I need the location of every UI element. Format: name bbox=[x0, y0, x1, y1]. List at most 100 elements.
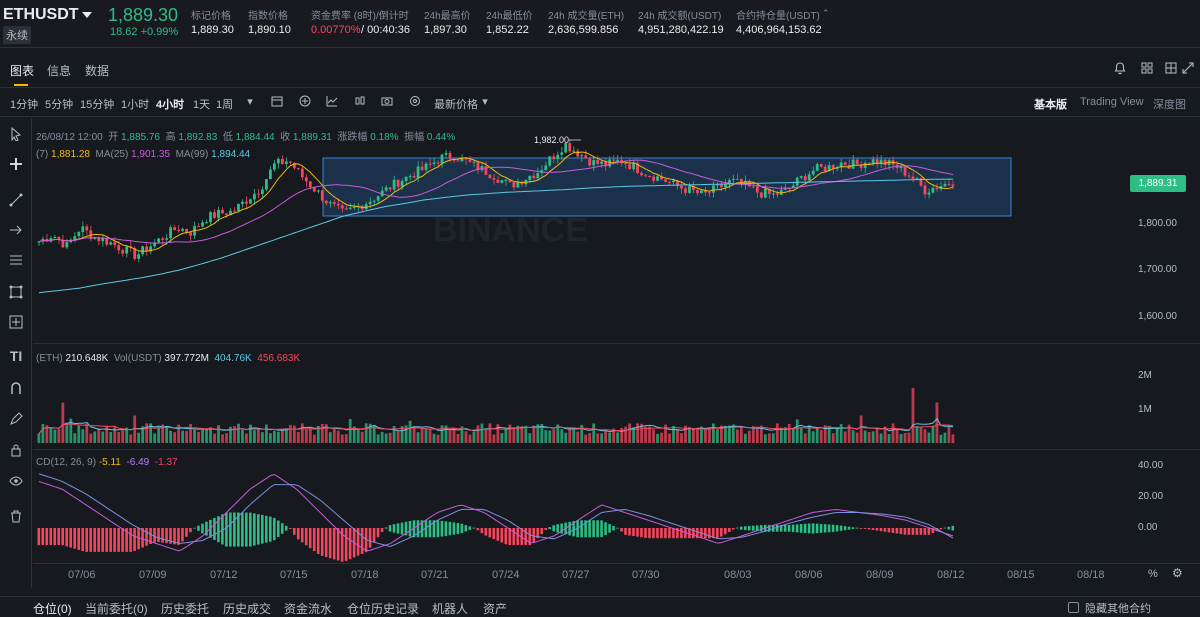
settings-gear-icon[interactable]: ⚙ bbox=[1172, 566, 1183, 580]
volume-bar bbox=[532, 425, 536, 443]
volume-bar bbox=[644, 426, 647, 443]
tab-transaction-history[interactable]: 资金流水 bbox=[284, 602, 333, 616]
candle-body bbox=[739, 178, 743, 185]
tab-data[interactable]: 数据 bbox=[85, 64, 110, 78]
price-chart[interactable]: BINANCE 1,982.00 bbox=[33, 118, 1200, 588]
candle-body bbox=[604, 161, 608, 167]
tab-trade-history[interactable]: 历史成交 bbox=[223, 602, 272, 616]
volume-bar bbox=[516, 425, 520, 443]
volume-bar bbox=[759, 425, 763, 443]
crosshair-icon[interactable] bbox=[6, 156, 26, 176]
ticker-header: ETHUSDT 永续 1,889.30 18.62 +0.99% 标记价格 1,… bbox=[0, 0, 1200, 48]
eye-icon[interactable] bbox=[6, 473, 26, 493]
view-basic[interactable]: 基本版 bbox=[1034, 99, 1067, 111]
fullscreen-icon[interactable] bbox=[1180, 61, 1196, 77]
chevron-down-icon[interactable]: ▾ bbox=[482, 96, 488, 108]
macd-histogram-bar bbox=[384, 527, 388, 529]
chevron-up-icon[interactable]: ⌃ bbox=[822, 8, 830, 18]
chevron-down-icon[interactable] bbox=[82, 12, 92, 18]
macd-histogram-bar bbox=[456, 522, 460, 535]
macd-histogram-bar bbox=[37, 528, 41, 546]
lock-icon[interactable] bbox=[6, 442, 26, 462]
candle-body bbox=[596, 160, 600, 164]
timeframe-1w[interactable]: 1周 bbox=[216, 99, 234, 111]
tab-assets[interactable]: 资产 bbox=[483, 602, 508, 616]
settings-icon[interactable] bbox=[1139, 61, 1155, 77]
chevron-down-icon[interactable]: ▾ bbox=[247, 96, 253, 108]
tab-order-history[interactable]: 历史委托 bbox=[161, 602, 210, 616]
view-depth[interactable]: 深度图 bbox=[1153, 99, 1186, 111]
price-axis-label: 1,800.00 bbox=[1138, 218, 1177, 229]
volume-bar bbox=[420, 428, 424, 443]
volume-bar bbox=[113, 426, 117, 443]
pane-divider[interactable] bbox=[33, 449, 1200, 450]
macd-histogram-bar bbox=[265, 515, 268, 543]
timeframe-4h[interactable]: 4小时 bbox=[156, 99, 185, 111]
magnet-icon[interactable] bbox=[6, 380, 26, 400]
axis-mode-toggle[interactable]: % bbox=[1148, 568, 1158, 580]
candle-body bbox=[879, 159, 883, 165]
edit-icon[interactable] bbox=[6, 411, 26, 431]
bell-icon[interactable] bbox=[1112, 61, 1128, 77]
trendline-icon[interactable] bbox=[6, 192, 26, 212]
volume-bar bbox=[452, 427, 456, 443]
tab-bots[interactable]: 机器人 bbox=[432, 602, 469, 616]
cursor-icon[interactable] bbox=[6, 126, 26, 146]
tab-info[interactable]: 信息 bbox=[47, 64, 72, 78]
text-icon[interactable]: TI bbox=[9, 348, 23, 364]
add-indicator-icon[interactable] bbox=[298, 95, 312, 109]
timeframe-5m[interactable]: 5分钟 bbox=[45, 99, 74, 111]
view-tradingview[interactable]: Trading View bbox=[1080, 96, 1144, 108]
volume-bar bbox=[292, 425, 296, 443]
macd-histogram-bar bbox=[312, 528, 316, 552]
volume-bar bbox=[384, 433, 388, 443]
hide-other-checkbox[interactable] bbox=[1068, 602, 1079, 613]
volume-eth-value: 2,636,599.856 bbox=[548, 24, 619, 36]
timeframe-1h[interactable]: 1小时 bbox=[121, 99, 150, 111]
candle-body bbox=[137, 254, 141, 259]
price-type-selector[interactable]: 最新价格 bbox=[434, 99, 478, 111]
volume-bar bbox=[871, 431, 875, 443]
arrow-icon[interactable] bbox=[6, 222, 26, 242]
macd-histogram-bar bbox=[292, 528, 296, 535]
screenshot-icon[interactable] bbox=[380, 95, 394, 109]
volume-bar bbox=[887, 434, 891, 443]
calendar-icon[interactable] bbox=[270, 95, 284, 109]
tab-position-history[interactable]: 仓位历史记录 bbox=[347, 602, 420, 616]
candle-body bbox=[731, 178, 735, 181]
candle-body bbox=[684, 188, 687, 193]
volume-bar bbox=[85, 423, 89, 443]
volume-bar bbox=[300, 423, 304, 443]
macd-histogram-bar bbox=[49, 528, 53, 546]
volume-bar bbox=[233, 426, 236, 443]
timeframe-1d[interactable]: 1天 bbox=[193, 99, 211, 111]
fib-icon[interactable] bbox=[6, 252, 26, 272]
hide-other-label[interactable]: 隐藏其他合约 bbox=[1085, 603, 1151, 615]
timeframe-15m[interactable]: 15分钟 bbox=[80, 99, 115, 111]
candle-type-icon[interactable] bbox=[353, 95, 367, 109]
tab-open-orders[interactable]: 当前委托(0) bbox=[85, 602, 148, 616]
drawing-toolbar: TI bbox=[0, 118, 32, 588]
candle-body bbox=[544, 165, 548, 171]
candle-body bbox=[424, 163, 428, 170]
tab-chart[interactable]: 图表 bbox=[10, 64, 35, 78]
candle-body bbox=[37, 241, 41, 243]
symbol-selector[interactable]: ETHUSDT bbox=[3, 6, 79, 23]
tab-positions[interactable]: 仓位(0) bbox=[33, 602, 72, 616]
candle-body bbox=[85, 226, 89, 231]
pane-divider[interactable] bbox=[33, 343, 1200, 344]
volume-eth-label: 24h 成交量(ETH) bbox=[548, 11, 625, 22]
candle-body bbox=[125, 246, 129, 254]
measure-icon[interactable] bbox=[6, 314, 26, 334]
layout-icon[interactable] bbox=[1163, 61, 1179, 77]
macd-histogram-bar bbox=[847, 526, 851, 530]
time-axis[interactable]: 07/06 07/09 07/12 07/15 07/18 07/21 07/24 07/27… bbox=[33, 566, 1200, 584]
indicator-icon[interactable] bbox=[325, 95, 339, 109]
settings-gear-icon[interactable] bbox=[408, 95, 422, 109]
timeframe-1m[interactable]: 1分钟 bbox=[10, 99, 39, 111]
volume-bar bbox=[827, 425, 831, 443]
trash-icon[interactable] bbox=[6, 508, 26, 528]
candle-body bbox=[576, 150, 580, 157]
pattern-icon[interactable] bbox=[6, 284, 26, 304]
time-axis-label: 07/12 bbox=[210, 569, 238, 581]
